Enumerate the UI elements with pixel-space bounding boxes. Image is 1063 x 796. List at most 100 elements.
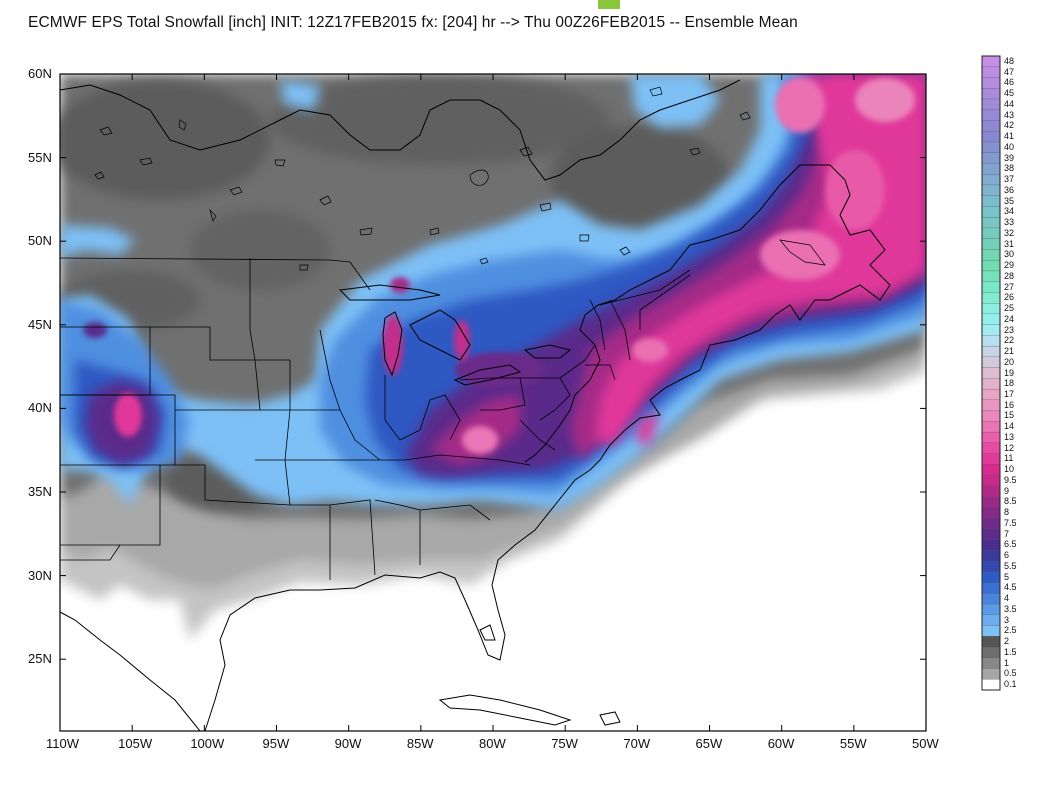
colorbar-swatch <box>981 217 1001 229</box>
colorbar-swatch <box>981 98 1001 111</box>
colorbar-label: 31 <box>1004 238 1015 249</box>
colorbar-swatch <box>981 66 1001 78</box>
colorbar-label: 15 <box>1004 410 1015 421</box>
colorbar-swatch <box>981 485 1001 498</box>
colorbar-label: 25 <box>1004 303 1015 314</box>
colorbar-swatch <box>981 77 1001 89</box>
colorbar-swatch <box>981 421 1001 433</box>
colorbar-label: 38 <box>1004 163 1015 174</box>
longitude-label: 55W <box>839 736 867 751</box>
colorbar-swatch <box>981 227 1001 240</box>
colorbar-label: 27 <box>1004 281 1015 292</box>
colorbar-label: 17 <box>1004 388 1015 399</box>
longitude-label: 100W <box>190 736 225 751</box>
axis-ticks <box>59 73 927 731</box>
colorbar-swatch <box>981 636 1001 648</box>
colorbar-swatch <box>981 442 1001 455</box>
colorbar-label: 40 <box>1004 141 1015 152</box>
colorbar-label: 8.5 <box>1004 496 1017 507</box>
colorbar-label: 45 <box>1004 88 1015 99</box>
colorbar-swatch <box>981 528 1001 541</box>
colorbar-label: 47 <box>1004 66 1015 77</box>
longitude-label: 70W <box>623 736 651 751</box>
colorbar-label: 46 <box>1004 77 1015 88</box>
colorbar-label: 29 <box>1004 260 1015 271</box>
colorbar-label: 44 <box>1004 98 1015 109</box>
colorbar-swatch <box>981 281 1001 293</box>
colorbar-label: 20 <box>1004 356 1015 367</box>
colorbar-swatch <box>981 131 1001 143</box>
colorbar-label: 13 <box>1004 431 1015 442</box>
colorbar-swatch <box>981 603 1001 616</box>
top-marker <box>598 0 620 9</box>
colorbar-label: 5.5 <box>1004 560 1017 571</box>
colorbar-label: 18 <box>1004 378 1015 389</box>
map-title: ECMWF EPS Total Snowfall [inch] INIT: 12… <box>28 14 798 31</box>
colorbar-label: 3 <box>1004 614 1010 625</box>
colorbar-label: 5 <box>1004 571 1010 582</box>
colorbar-swatch <box>981 260 1001 272</box>
latitude-label: 50N <box>28 233 52 249</box>
colorbar-swatch <box>981 238 1001 250</box>
colorbar-label: 23 <box>1004 324 1015 335</box>
colorbar-swatch <box>981 120 1001 132</box>
longitude-label: 75W <box>551 736 578 751</box>
latitude-label: 40N <box>28 400 52 416</box>
colorbar-label: 48 <box>1004 55 1015 66</box>
colorbar-label: 2.5 <box>1004 625 1017 636</box>
colorbar-frame <box>981 55 1001 691</box>
colorbar-swatch <box>981 593 1001 605</box>
latitude-label: 35N <box>28 484 52 499</box>
longitude-label: 110W <box>46 736 79 751</box>
colorbar-swatch <box>981 560 1001 573</box>
colorbar-label: 8 <box>1004 507 1010 518</box>
colorbar-swatch <box>981 668 1001 680</box>
longitude-label: 90W <box>334 736 362 751</box>
colorbar-swatch <box>981 174 1001 186</box>
colorbar-swatch <box>981 206 1001 218</box>
latitude-label: 60N <box>28 66 52 81</box>
colorbar-swatch <box>981 345 1001 358</box>
longitude-label: 85W <box>406 736 434 751</box>
colorbar-label: 0.5 <box>1004 668 1017 679</box>
colorbar-label: 42 <box>1004 120 1015 131</box>
colorbar-swatch <box>981 335 1001 347</box>
colorbar-label: 7 <box>1004 528 1010 539</box>
colorbar-label: 2 <box>1004 636 1010 647</box>
colorbar-swatch <box>981 88 1001 100</box>
colorbar <box>981 55 1001 691</box>
colorbar-label: 37 <box>1004 174 1015 185</box>
colorbar-label: 14 <box>1004 421 1015 432</box>
longitude-label: 60W <box>767 736 795 751</box>
lakes <box>94 86 826 271</box>
colorbar-label: 0.1 <box>1004 679 1017 690</box>
longitude-label: 80W <box>479 736 506 751</box>
colorbar-label: 36 <box>1004 184 1015 195</box>
colorbar-swatch <box>981 410 1001 422</box>
colorbar-label: 10 <box>1004 464 1015 475</box>
colorbar-swatch <box>981 464 1001 476</box>
colorbar-label: 6 <box>1004 550 1010 561</box>
colorbar-label: 33 <box>1004 217 1015 228</box>
colorbar-label: 21 <box>1004 346 1015 356</box>
colorbar-swatch <box>981 646 1001 659</box>
colorbar-swatch <box>981 474 1001 487</box>
colorbar-label: 1.5 <box>1004 646 1017 657</box>
colorbar-swatch <box>981 625 1001 637</box>
colorbar-label: 3.5 <box>1004 603 1017 614</box>
colorbar-swatch <box>981 614 1001 626</box>
colorbar-label: 26 <box>1004 292 1015 303</box>
latitude-label: 30N <box>28 567 52 583</box>
colorbar-swatch <box>981 270 1001 283</box>
colorbar-label: 32 <box>1004 227 1015 238</box>
longitude-label: 105W <box>118 736 153 751</box>
colorbar-label: 9.5 <box>1004 474 1017 485</box>
colorbar-swatch <box>981 302 1001 315</box>
colorbar-label: 24 <box>1004 313 1015 324</box>
colorbar-swatch <box>981 249 1001 261</box>
state-borders <box>60 257 691 580</box>
colorbar-swatch <box>981 356 1001 369</box>
colorbar-label: 4 <box>1004 593 1010 604</box>
colorbar-swatch <box>981 313 1001 326</box>
